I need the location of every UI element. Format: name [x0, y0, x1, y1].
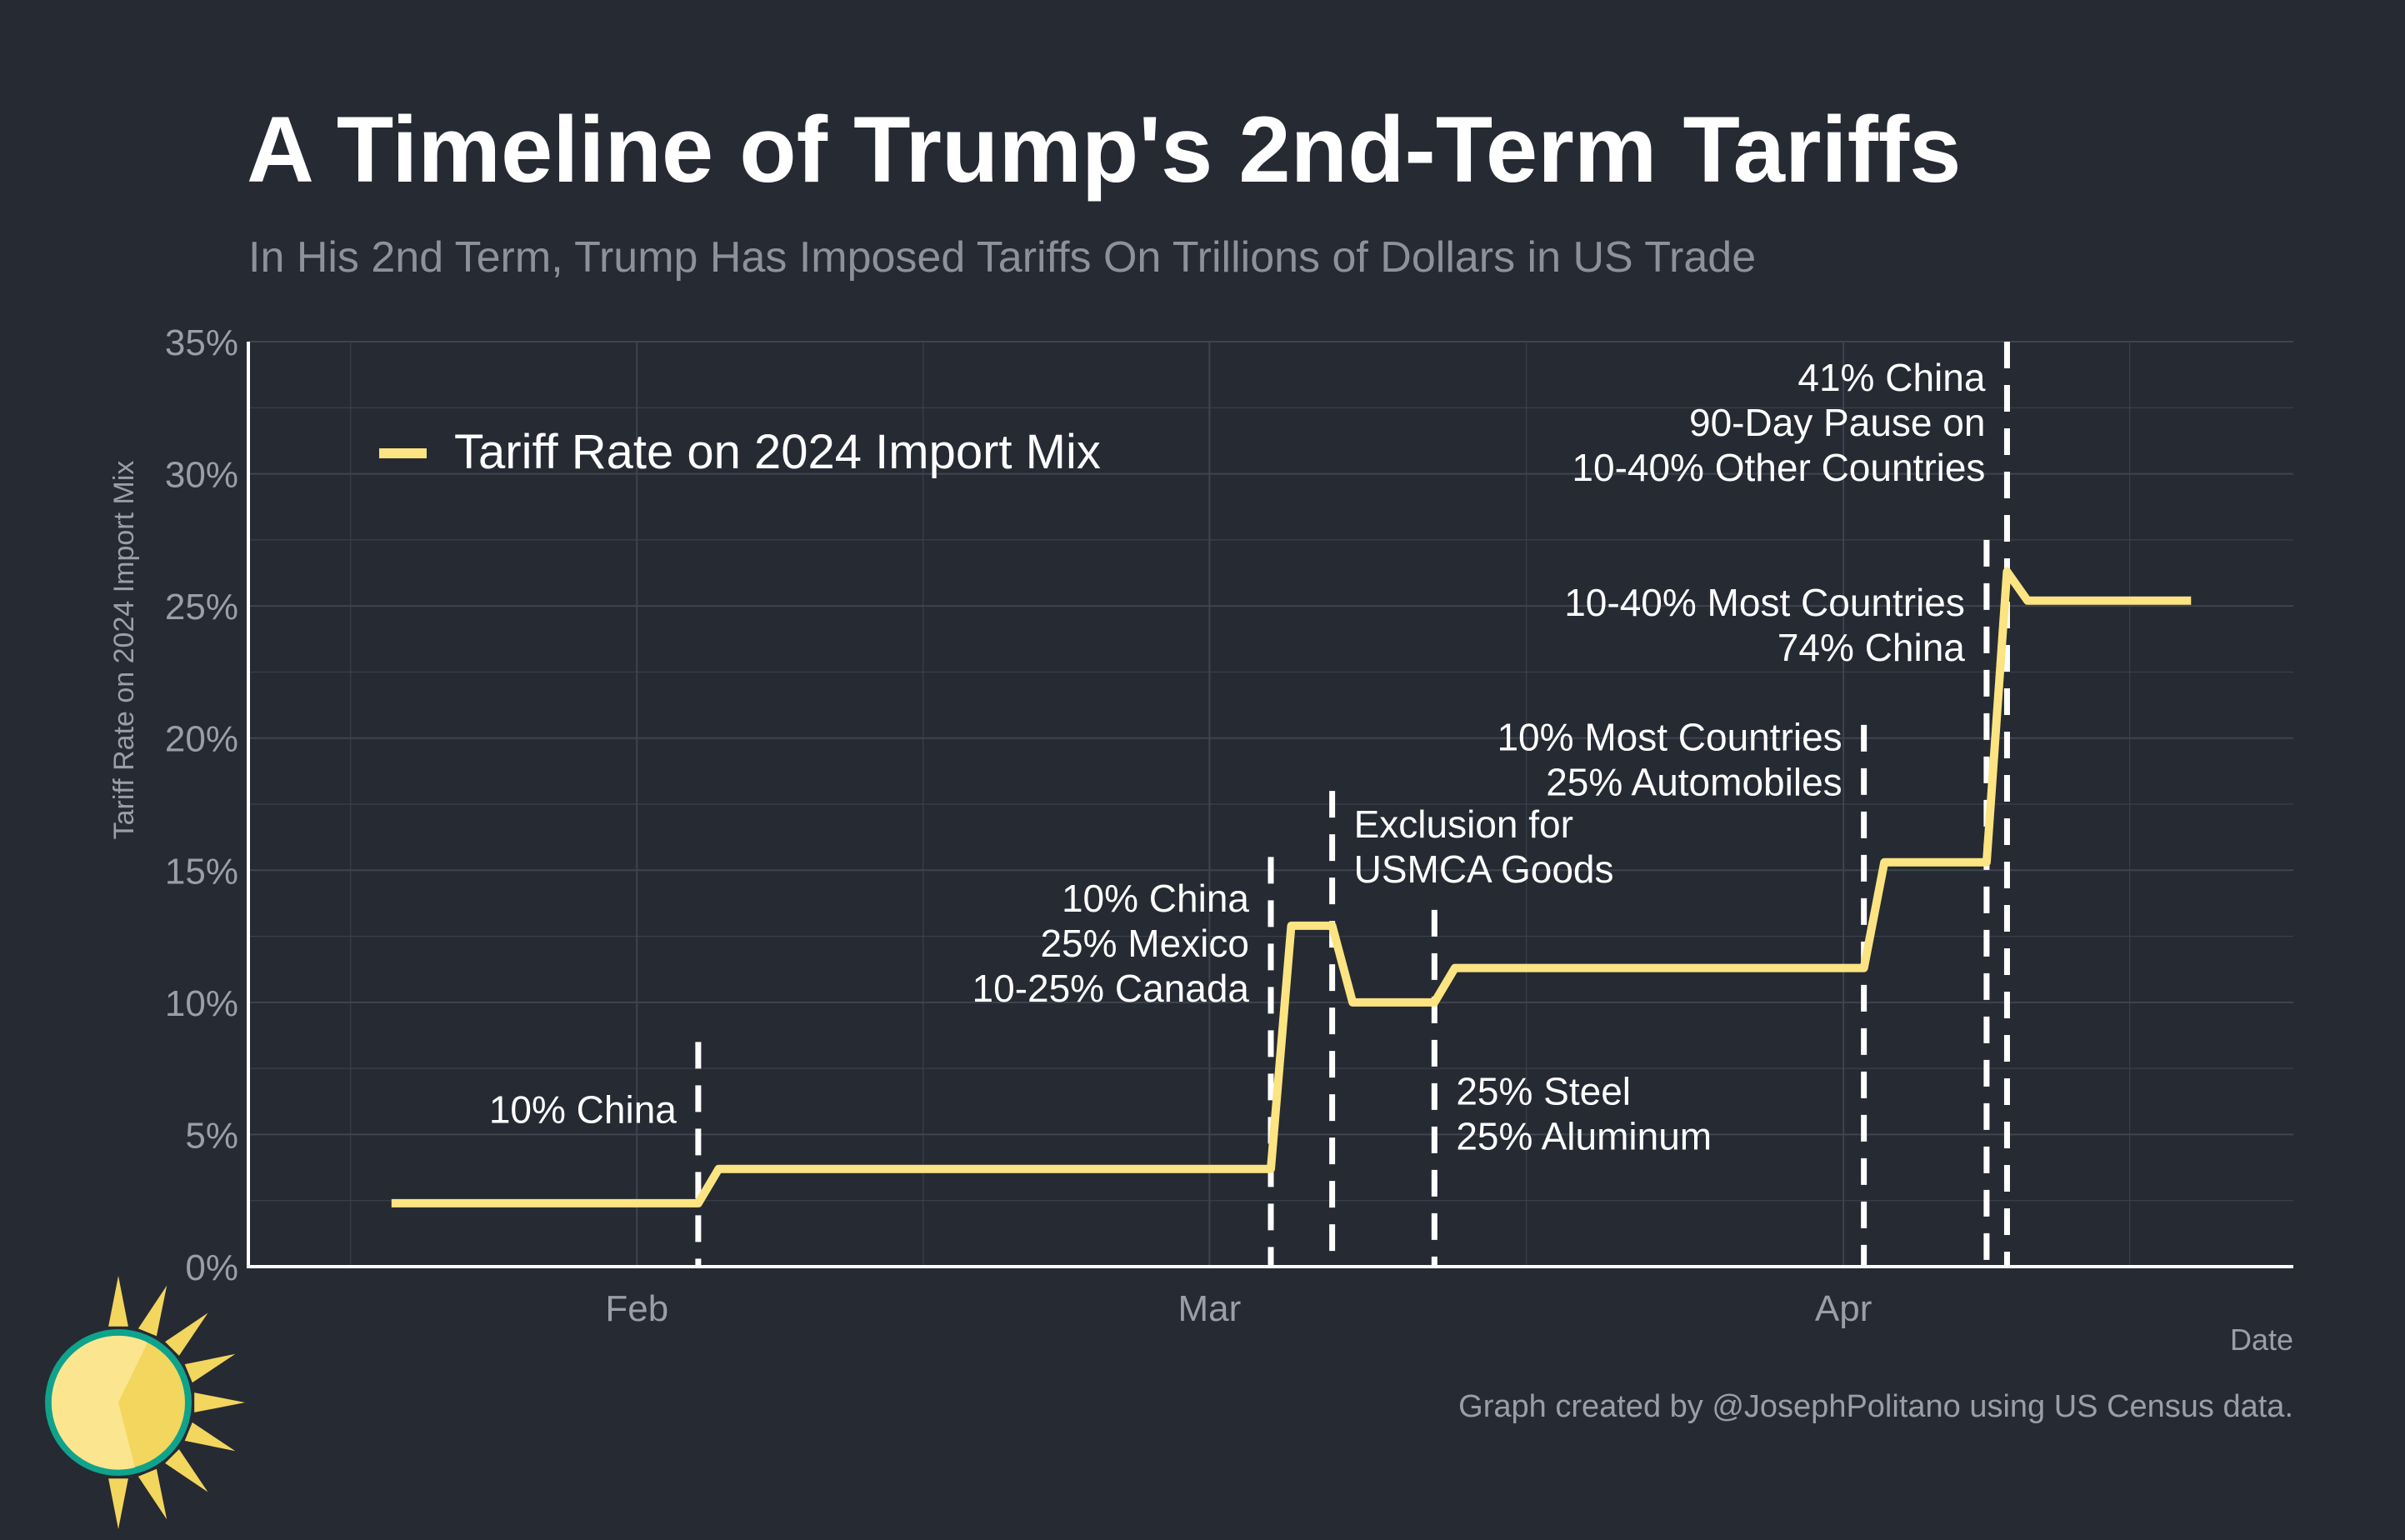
event-annotation: 41% China 90-Day Pause on 10-40% Other Cou…	[1572, 356, 1985, 489]
legend: Tariff Rate on 2024 Import Mix	[379, 425, 1101, 479]
event-markers: 10% China 10% China 25% Mexico 10-25% Canad…	[489, 342, 2010, 1267]
y-tick-label: 15%	[165, 851, 238, 892]
series-line-tariff-rate	[391, 567, 2192, 1208]
y-tick-label: 20%	[165, 719, 238, 760]
x-tick-label: Apr	[1815, 1288, 1872, 1329]
y-tick-label: 35%	[165, 322, 238, 363]
event-annotation: 10% China 25% Mexico 10-25% Canada	[972, 877, 1250, 1010]
y-tick-label: 25%	[165, 587, 238, 628]
x-tick-label: Mar	[1178, 1288, 1241, 1329]
legend-label: Tariff Rate on 2024 Import Mix	[454, 425, 1101, 479]
event-annotation: Exclusion for USMCA Goods	[1354, 802, 1614, 891]
credit-text: Graph created by @JosephPolitano using U…	[1458, 1389, 2293, 1424]
chart-title: A Timeline of Trump's 2nd-Term Tariffs	[247, 98, 1961, 202]
axes: 0% 5% 10% 15% 20% 25% 30% 35% Feb Mar Apr	[165, 322, 2293, 1329]
event-annotation: 10% Most Countries 25% Automobiles	[1497, 716, 1842, 804]
sun-logo-icon	[45, 1276, 245, 1529]
x-tick-label: Feb	[605, 1288, 668, 1329]
y-tick-label: 5%	[185, 1115, 238, 1156]
y-tick-label: 10%	[165, 983, 238, 1024]
series-layer	[391, 567, 2192, 1208]
y-tick-label: 30%	[165, 455, 238, 496]
event-annotation: 25% Steel 25% Aluminum	[1456, 1070, 1712, 1158]
x-axis-title: Date	[2230, 1322, 2293, 1357]
event-annotation: 10% China	[489, 1088, 677, 1132]
chart-subtitle: In His 2nd Term, Trump Has Imposed Tarif…	[248, 233, 1756, 282]
y-axis-title: Tariff Rate on 2024 Import Mix	[108, 461, 140, 840]
event-annotation: 10-40% Most Countries 74% China	[1564, 581, 1965, 669]
y-tick-label: 0%	[185, 1248, 238, 1288]
